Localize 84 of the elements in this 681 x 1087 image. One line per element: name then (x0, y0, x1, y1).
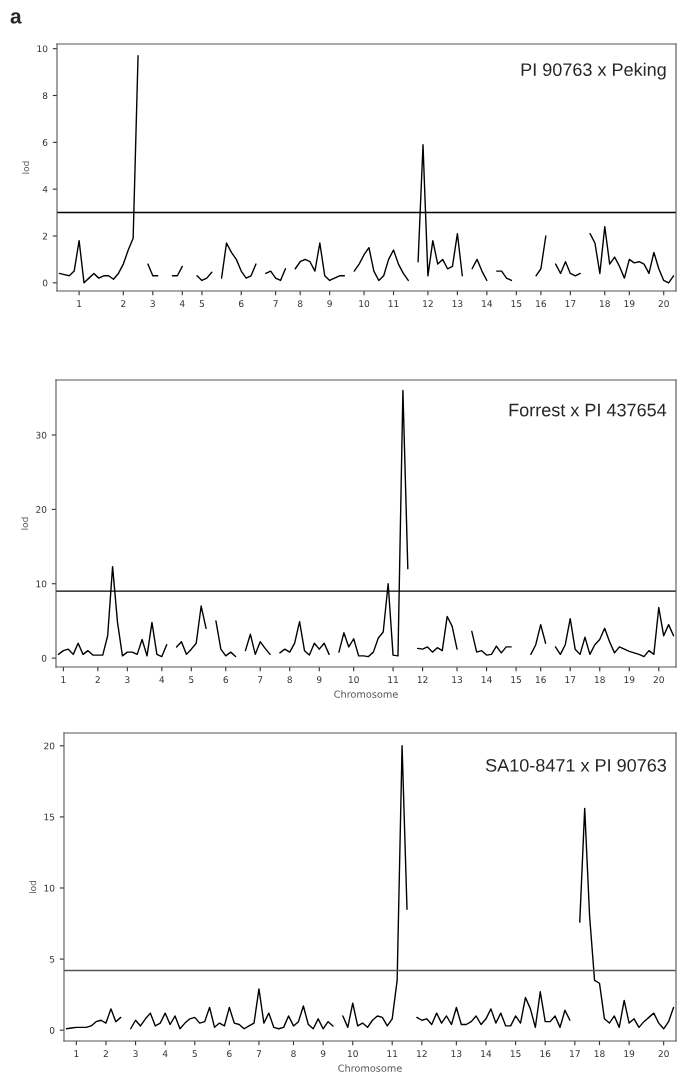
x-tick-label: 2 (103, 1050, 108, 1057)
x-tick-label: 4 (179, 300, 185, 307)
x-tick-label: 7 (273, 300, 278, 307)
x-tick-label: 14 (482, 300, 493, 307)
x-tick-label: 10 (359, 300, 370, 308)
x-tick-label: 9 (316, 676, 322, 684)
x-tick-label: 10 (348, 676, 359, 684)
y-tick-label: 20 (44, 742, 55, 750)
x-tick-label: 7 (256, 1050, 262, 1057)
x-tick-label: 1 (61, 676, 66, 683)
x-tick-label: 8 (297, 300, 303, 308)
x-tick-label: 5 (189, 676, 194, 684)
y-tick-label: 0 (41, 654, 47, 662)
annotation: PI 90763 x Peking (521, 62, 666, 80)
x-tick-label: 6 (223, 676, 229, 684)
y-tick-label: 30 (36, 431, 47, 439)
y-tick-label: 6 (42, 139, 48, 146)
y-tick-label: 0 (42, 279, 48, 287)
x-tick-label: 12 (423, 300, 433, 307)
y-tick-label: 15 (44, 813, 55, 821)
x-tick-label: 3 (125, 676, 130, 684)
y-tick-label: 8 (42, 92, 48, 100)
x-tick-label: 4 (162, 1050, 168, 1057)
x-tick-label: 4 (159, 676, 165, 683)
x-axis-title: Chromosome (334, 690, 398, 698)
annotation: Forrest x PI 437654 (509, 403, 667, 417)
x-tick-label: 18 (594, 1050, 605, 1058)
y-tick-label: 10 (36, 580, 47, 588)
x-tick-label: 14 (481, 1050, 492, 1057)
x-tick-label: 16 (535, 676, 546, 684)
y-tick-label: 4 (42, 186, 48, 193)
x-tick-label: 5 (199, 300, 205, 308)
x-tick-label: 20 (658, 300, 669, 308)
x-tick-label: 3 (150, 300, 155, 308)
x-tick-label: 11 (388, 300, 399, 307)
x-tick-label: 8 (291, 1050, 296, 1058)
x-tick-label: 9 (320, 1050, 326, 1058)
x-tick-label: 15 (510, 1050, 521, 1058)
x-tick-label: 13 (452, 300, 463, 308)
y-tick-label: 0 (49, 1026, 55, 1034)
x-tick-label: 19 (624, 676, 635, 684)
x-tick-label: 11 (388, 676, 398, 683)
x-tick-label: 17 (565, 676, 576, 683)
x-tick-label: 1 (77, 300, 82, 307)
x-tick-label: 5 (192, 1050, 197, 1058)
x-axis-title: Chromosome (338, 1064, 402, 1072)
x-tick-label: 10 (347, 1050, 358, 1058)
x-tick-label: 14 (481, 676, 492, 683)
x-tick-label: 9 (327, 300, 332, 308)
x-tick-label: 6 (227, 1050, 232, 1058)
x-tick-label: 6 (238, 300, 244, 308)
y-axis-title: lod (29, 880, 37, 894)
y-tick-label: 10 (37, 45, 48, 53)
x-tick-label: 16 (536, 300, 547, 308)
x-tick-label: 12 (417, 676, 428, 683)
y-tick-label: 10 (44, 884, 55, 892)
x-tick-label: 11 (387, 1050, 398, 1057)
x-tick-label: 13 (451, 1050, 462, 1058)
x-tick-label: 18 (600, 300, 610, 308)
x-tick-label: 17 (565, 300, 576, 307)
x-tick-label: 12 (417, 1050, 427, 1057)
x-tick-label: 15 (511, 676, 522, 684)
x-tick-label: 17 (570, 1050, 580, 1057)
x-tick-label: 18 (594, 676, 605, 684)
x-tick-label: 20 (658, 1050, 669, 1058)
y-tick-label: 2 (42, 232, 48, 240)
x-tick-label: 16 (540, 1050, 551, 1058)
y-axis-title: lod (22, 161, 30, 174)
x-tick-label: 19 (624, 300, 635, 308)
x-tick-label: 7 (258, 676, 263, 683)
x-tick-label: 8 (287, 676, 292, 684)
x-tick-label: 1 (74, 1050, 79, 1057)
x-tick-label: 2 (121, 300, 126, 307)
annotation: SA10-8471 x PI 90763 (485, 758, 667, 772)
x-tick-label: 3 (133, 1050, 138, 1058)
x-tick-label: 15 (511, 300, 522, 308)
x-tick-label: 13 (452, 676, 463, 684)
x-tick-label: 20 (653, 676, 664, 684)
text: a (10, 12, 22, 24)
y-tick-label: 5 (49, 955, 55, 963)
y-tick-label: 20 (36, 506, 47, 513)
y-axis-title: lod (21, 517, 29, 530)
x-tick-label: 19 (624, 1050, 635, 1058)
x-tick-label: 2 (95, 676, 100, 683)
